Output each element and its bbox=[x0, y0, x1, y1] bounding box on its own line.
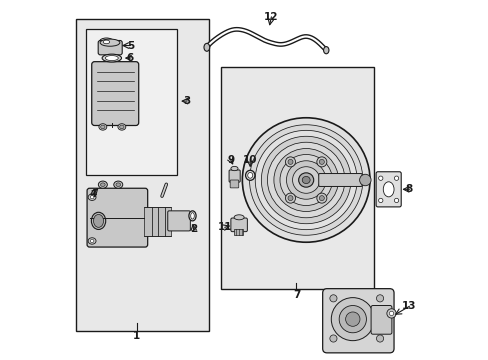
Circle shape bbox=[339, 306, 366, 333]
Text: 13: 13 bbox=[402, 301, 416, 311]
Circle shape bbox=[394, 198, 398, 203]
FancyBboxPatch shape bbox=[167, 211, 190, 231]
Text: 2: 2 bbox=[189, 225, 197, 234]
Circle shape bbox=[285, 193, 295, 203]
Bar bbox=[221, 67, 373, 289]
Bar bbox=[76, 19, 208, 330]
Circle shape bbox=[378, 198, 382, 203]
Circle shape bbox=[319, 195, 324, 201]
Ellipse shape bbox=[292, 167, 319, 193]
Ellipse shape bbox=[103, 40, 109, 44]
Bar bbox=[234, 229, 243, 234]
Ellipse shape bbox=[280, 154, 332, 206]
Circle shape bbox=[359, 174, 370, 186]
Circle shape bbox=[376, 295, 383, 302]
Ellipse shape bbox=[255, 130, 356, 230]
Bar bbox=[164, 207, 170, 235]
Circle shape bbox=[287, 195, 292, 201]
Ellipse shape bbox=[245, 170, 254, 180]
FancyBboxPatch shape bbox=[87, 188, 147, 247]
Circle shape bbox=[287, 159, 292, 165]
Text: 12: 12 bbox=[264, 12, 278, 22]
Ellipse shape bbox=[261, 136, 350, 224]
Text: 5: 5 bbox=[126, 41, 134, 50]
Ellipse shape bbox=[302, 176, 309, 184]
FancyBboxPatch shape bbox=[230, 218, 247, 231]
Circle shape bbox=[330, 298, 373, 341]
Ellipse shape bbox=[242, 118, 369, 242]
Ellipse shape bbox=[118, 124, 125, 130]
Ellipse shape bbox=[101, 125, 105, 129]
Ellipse shape bbox=[383, 182, 393, 197]
FancyBboxPatch shape bbox=[228, 170, 240, 182]
Circle shape bbox=[394, 176, 398, 180]
Ellipse shape bbox=[190, 213, 194, 219]
Ellipse shape bbox=[273, 149, 338, 211]
Ellipse shape bbox=[102, 54, 121, 62]
Ellipse shape bbox=[105, 55, 118, 60]
Text: 11: 11 bbox=[217, 222, 231, 232]
Circle shape bbox=[316, 157, 326, 167]
Ellipse shape bbox=[286, 161, 325, 199]
Ellipse shape bbox=[98, 181, 107, 188]
Text: 10: 10 bbox=[243, 154, 257, 165]
Circle shape bbox=[285, 157, 295, 167]
Circle shape bbox=[345, 312, 359, 326]
FancyBboxPatch shape bbox=[92, 62, 139, 126]
Ellipse shape bbox=[100, 39, 120, 46]
Ellipse shape bbox=[188, 211, 196, 221]
Circle shape bbox=[388, 311, 393, 316]
Ellipse shape bbox=[90, 195, 94, 199]
Ellipse shape bbox=[90, 239, 94, 243]
Ellipse shape bbox=[234, 215, 244, 220]
Circle shape bbox=[319, 159, 324, 165]
Ellipse shape bbox=[91, 212, 105, 229]
Ellipse shape bbox=[298, 173, 313, 187]
Ellipse shape bbox=[249, 125, 362, 235]
Circle shape bbox=[329, 335, 336, 342]
Ellipse shape bbox=[247, 172, 252, 178]
Bar bbox=[158, 207, 164, 235]
Ellipse shape bbox=[203, 43, 209, 51]
Bar bbox=[86, 30, 177, 175]
Bar bbox=[152, 207, 158, 235]
Text: 9: 9 bbox=[227, 155, 234, 165]
Text: 7: 7 bbox=[292, 290, 300, 300]
Bar bbox=[144, 207, 152, 235]
Ellipse shape bbox=[93, 215, 103, 227]
Text: 4: 4 bbox=[89, 189, 97, 199]
Circle shape bbox=[386, 309, 395, 318]
FancyBboxPatch shape bbox=[318, 174, 362, 186]
Ellipse shape bbox=[88, 194, 96, 201]
Ellipse shape bbox=[323, 46, 328, 54]
Ellipse shape bbox=[120, 125, 124, 129]
Ellipse shape bbox=[101, 183, 105, 186]
Ellipse shape bbox=[99, 38, 113, 46]
Text: 1: 1 bbox=[133, 331, 140, 341]
Text: 8: 8 bbox=[405, 184, 412, 194]
FancyBboxPatch shape bbox=[370, 306, 391, 334]
FancyBboxPatch shape bbox=[322, 289, 393, 353]
Circle shape bbox=[376, 335, 383, 342]
Ellipse shape bbox=[116, 183, 121, 186]
FancyBboxPatch shape bbox=[230, 180, 238, 188]
Circle shape bbox=[316, 193, 326, 203]
Circle shape bbox=[378, 176, 382, 180]
Ellipse shape bbox=[88, 238, 96, 244]
Ellipse shape bbox=[267, 142, 344, 218]
Ellipse shape bbox=[114, 181, 122, 188]
Ellipse shape bbox=[230, 166, 238, 171]
FancyBboxPatch shape bbox=[375, 172, 400, 207]
Ellipse shape bbox=[99, 124, 106, 130]
Text: 3: 3 bbox=[183, 96, 190, 106]
Text: 6: 6 bbox=[126, 53, 134, 63]
FancyBboxPatch shape bbox=[98, 41, 122, 55]
Circle shape bbox=[329, 295, 336, 302]
